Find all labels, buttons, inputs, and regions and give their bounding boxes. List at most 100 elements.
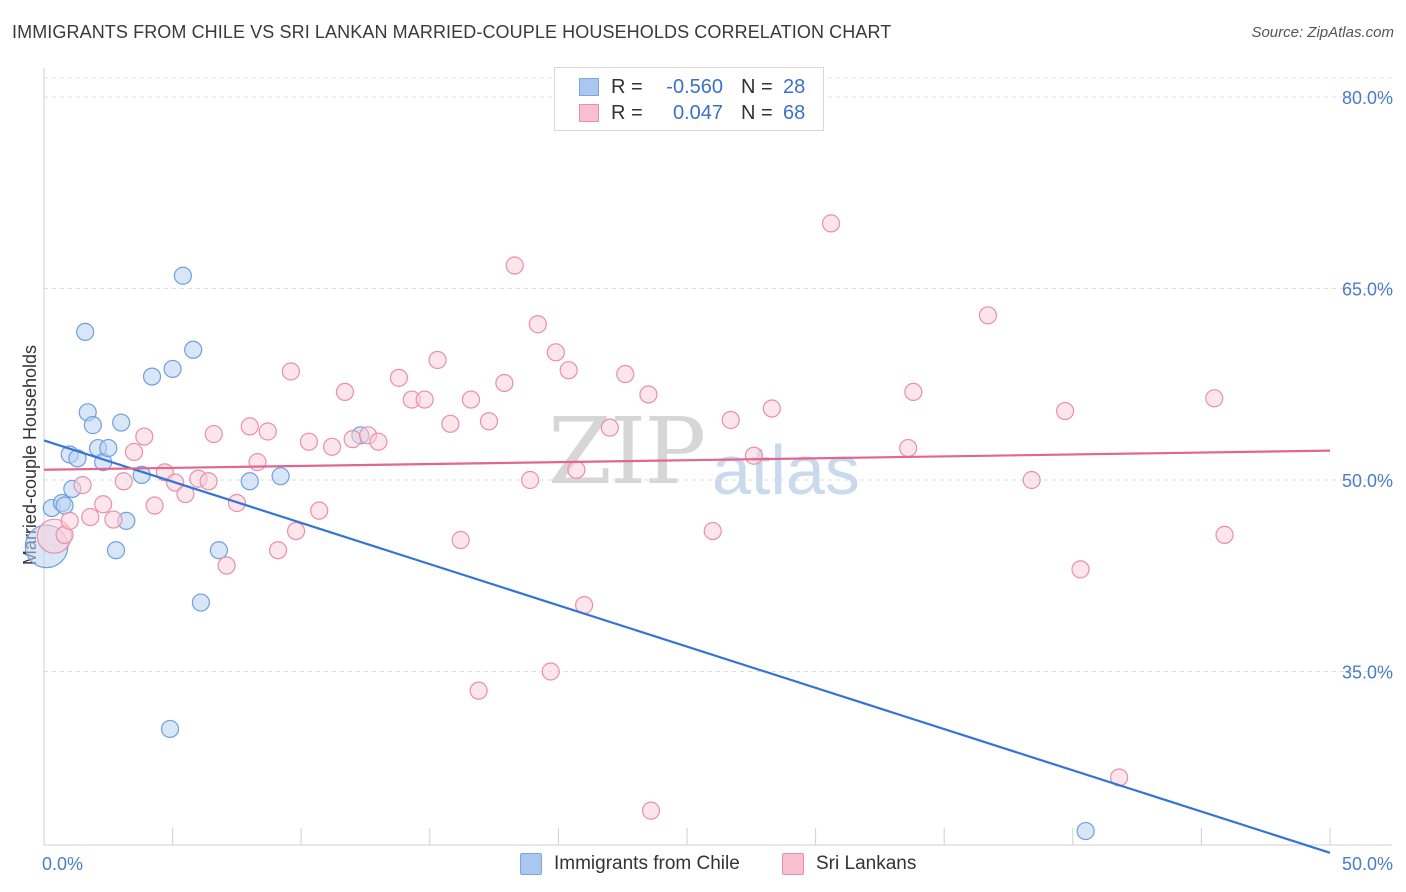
chile-trend-line [43,439,1331,854]
chile-point [160,719,180,739]
x-ticks [172,828,1331,845]
trend-lines [43,439,1331,854]
srilanka-point [135,427,154,446]
srilanka-point [541,662,560,681]
chile-point [55,496,74,515]
srilanka-point [369,432,388,451]
srilanka-point [248,453,267,472]
gridlines [44,77,1392,672]
srilanka-point [428,350,447,370]
srilanka-point [639,385,658,404]
legend-r-label: R = [611,75,643,98]
srilanka-point [546,343,565,362]
series-legend-srilanka: Sri Lankans [782,852,916,876]
chile-point [83,416,102,435]
legend-swatch-srilanka [579,104,599,122]
chile-point [142,367,162,386]
legend-swatch-chile [579,78,599,96]
chile-point [173,266,192,285]
srilanka-point [762,399,781,418]
srilanka-point [145,496,164,515]
srilanka-point [978,306,998,325]
chile-point [271,467,290,486]
srilanka-point [521,470,540,490]
srilanka-point [1055,401,1075,421]
srilanka-point [1022,470,1041,490]
watermark-atlas: atlas [712,431,860,509]
srilanka-point [1071,560,1090,579]
srilanka-point [441,414,460,433]
srilanka-point [114,472,133,491]
srilanka-point [204,424,223,444]
chile-point [1076,821,1095,841]
srilanka-point [286,521,306,541]
srilanka-point [703,521,722,541]
srilanka-point [343,430,362,449]
y-tick-label: 65.0% [1342,280,1393,300]
chile-point [209,541,228,560]
srilanka-point [240,417,259,436]
chile-point [191,593,210,612]
axes [43,68,1392,846]
legend-r-label: R = [611,101,643,124]
srilanka-point [505,256,524,275]
chile-point [68,449,87,468]
x-tick-label-max: 50.0% [1342,854,1393,874]
x-tick-label-min: 0.0% [42,854,83,874]
srilanka-point [479,412,499,431]
stats-legend: R = -0.560 N = 28 R = 0.047 N = 68 [554,67,824,131]
series-label-srilanka: Sri Lankans [816,853,917,874]
srilanka-point [268,541,288,560]
srilanka-point [821,214,841,233]
legend-n-label: N = [741,75,773,98]
srilanka-point [199,472,218,491]
srilanka-point [616,364,635,384]
series-legend-chile: Immigrants from Chile [520,852,740,876]
srilanka-point [528,315,547,334]
srilanka-point [469,681,488,700]
srilanka-point [281,362,301,381]
series-label-chile: Immigrants from Chile [554,853,740,874]
y-axis-label: Married-couple Households [20,345,40,565]
chile-point [106,541,126,560]
srilanka-point [60,511,79,530]
y-tick-label: 80.0% [1342,88,1393,108]
legend-n-label: N = [741,101,773,124]
y-tick-label: 35.0% [1342,663,1393,683]
srilanka-point [744,446,763,465]
y-tick-label: 50.0% [1342,471,1393,491]
legend-n-value: 68 [783,101,806,124]
srilanka-point [322,437,342,456]
srilanka-point [567,460,586,479]
srilanka-point [899,438,918,458]
srilanka-point [124,442,144,462]
source-credit: Source: ZipAtlas.com [1251,24,1394,41]
chile-point [112,413,131,432]
srilanka-point [104,510,123,529]
srilanka-point [94,495,113,514]
srilanka-point [904,382,923,402]
series-swatch-chile [520,853,542,875]
chile-point [76,322,95,342]
srilanka-point [461,390,481,409]
legend-row-chile: R = -0.560 N = 28 [579,75,805,99]
srilanka-trend-line [43,449,1331,471]
data-points [24,214,1234,841]
chile-point [99,438,118,458]
legend-r-value: -0.560 [666,75,723,98]
srilanka-point [559,361,578,380]
srilanka-point [600,418,619,437]
srilanka-point [310,501,329,520]
legend-r-value: 0.047 [672,101,723,124]
legend-row-srilanka: R = 0.047 N = 68 [579,101,805,125]
chile-point [163,359,182,379]
srilanka-point [1205,389,1224,408]
watermark-zip: ZIP [548,398,706,505]
series-swatch-srilanka [782,853,804,875]
srilanka-point [335,382,355,402]
chile-point [184,340,203,359]
srilanka-point [641,801,661,820]
srilanka-point [495,373,514,393]
srilanka-point [81,507,100,527]
